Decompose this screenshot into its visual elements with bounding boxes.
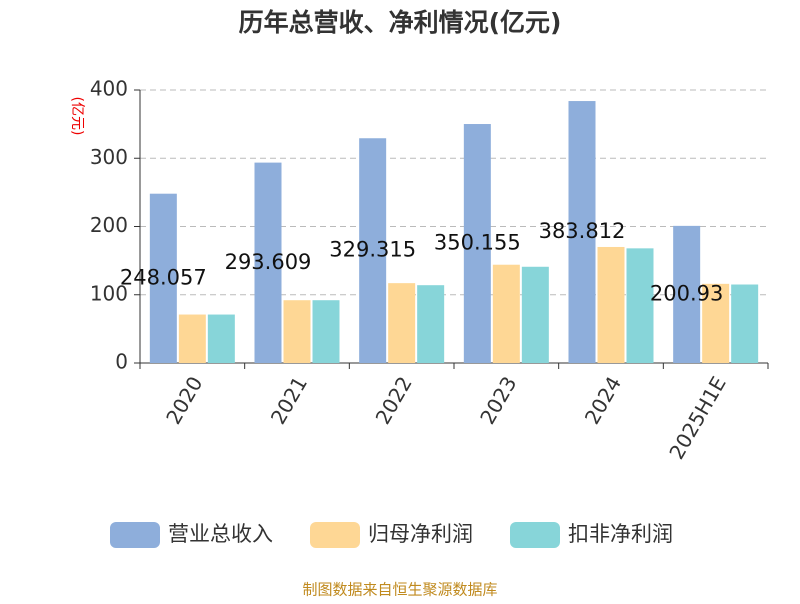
bar (207, 314, 235, 363)
y-axis-label: (亿元) (69, 97, 85, 136)
x-tick-label: 2024 (580, 372, 626, 428)
legend-swatch (110, 522, 160, 548)
chart-title: 历年总营收、净利情况(亿元) (239, 8, 562, 37)
bar (254, 162, 282, 363)
bar (521, 266, 549, 363)
bar (568, 101, 596, 363)
bar (312, 300, 340, 363)
x-tick-label: 2020 (161, 372, 207, 428)
bar (417, 285, 445, 363)
legend-label: 归母净利润 (368, 522, 473, 546)
bar (597, 246, 625, 363)
y-tick-label: 100 (90, 281, 128, 305)
bar (492, 264, 520, 363)
bar (283, 300, 311, 363)
bar (702, 283, 730, 363)
y-tick-label: 0 (115, 350, 128, 374)
legend-swatch (310, 522, 360, 548)
x-tick-label: 2021 (266, 372, 312, 428)
legend-swatch (510, 522, 560, 548)
data-label: 383.812 (539, 219, 626, 243)
data-label: 329.315 (329, 238, 416, 262)
y-tick-label: 300 (90, 145, 128, 169)
data-label: 293.609 (225, 250, 312, 274)
bar (178, 314, 206, 363)
y-tick-label: 400 (90, 77, 128, 101)
x-tick-label: 2023 (475, 372, 521, 428)
x-tick-label: 2022 (371, 372, 417, 428)
legend-label: 营业总收入 (168, 522, 273, 546)
data-label: 200.93 (650, 281, 723, 305)
bar (673, 225, 701, 363)
bar (359, 138, 387, 363)
bar (149, 193, 177, 363)
bar (388, 283, 416, 363)
x-tick-label: 2025H1E (664, 372, 730, 463)
data-label: 350.155 (434, 231, 521, 255)
bar (731, 284, 759, 363)
data-label: 248.057 (120, 265, 207, 289)
y-tick-label: 200 (90, 213, 128, 237)
bar (463, 124, 491, 363)
legend-label: 扣非净利润 (568, 522, 673, 546)
bar (626, 248, 654, 363)
source-note: 制图数据来自恒生聚源数据库 (302, 581, 497, 599)
